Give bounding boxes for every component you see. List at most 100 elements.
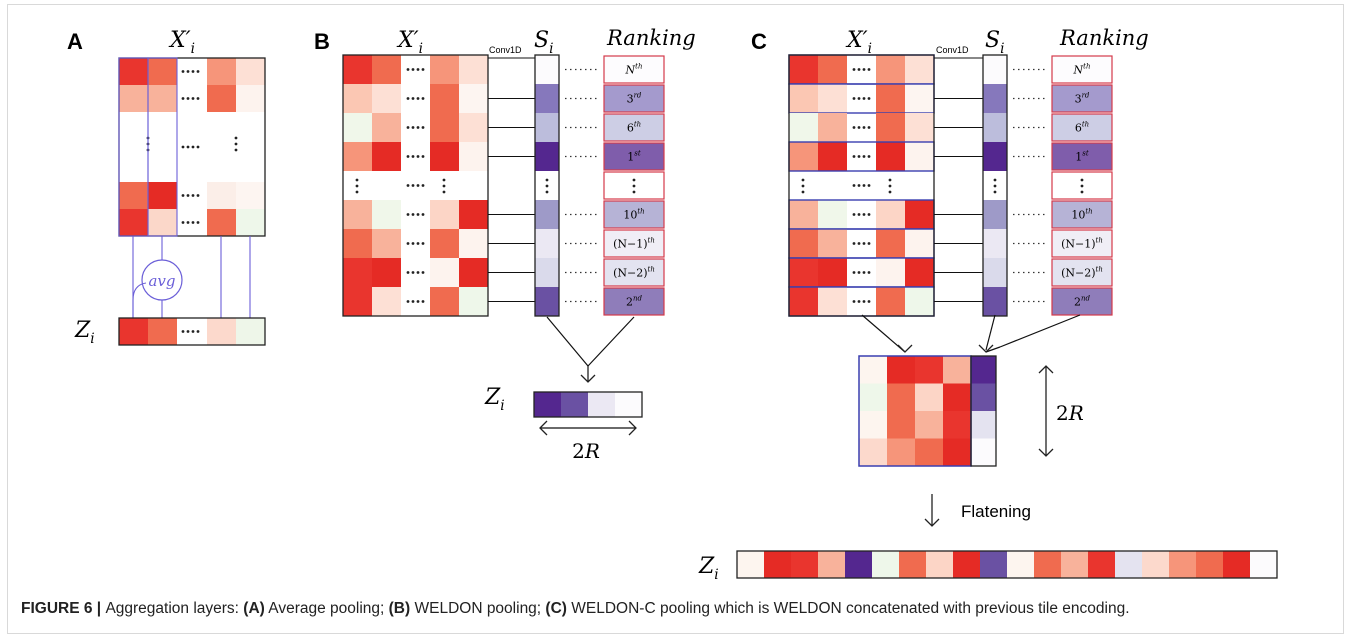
panel-c-selected-cell [887, 411, 915, 439]
panel-a-cell [236, 182, 265, 209]
panel-c-score-cell [983, 258, 1007, 287]
panel-b-score-cell [535, 84, 559, 113]
panel-b-merge-line [546, 316, 589, 367]
panel-b-tile-cell [430, 287, 459, 316]
panel-b-tile-cell [343, 229, 372, 258]
panel-b-tile-cell [459, 142, 488, 171]
panel-c-tile-cell [876, 84, 905, 113]
panel-c-rank-label: Nth [1073, 63, 1091, 77]
panel-c-flat-cell [872, 551, 899, 578]
panel-c-tile-cell [905, 287, 934, 316]
panel-c-height-arrow-up [1038, 365, 1054, 374]
panel-b-hdots [416, 300, 420, 303]
panel-c-tile-cell [876, 229, 905, 258]
panel-b-hdots [411, 155, 415, 158]
panel-c-vdots [888, 184, 892, 188]
panel-a-hdots [196, 221, 200, 224]
panel-a-cell [119, 85, 148, 112]
panel-b-tile-cell [459, 55, 488, 84]
panel-b-tile-cell [343, 113, 372, 142]
panel-b-hdots [421, 97, 425, 100]
figure-caption: FIGURE 6 | Aggregation layers: (A) Avera… [21, 600, 1341, 618]
panel-a-cell [207, 85, 236, 112]
panel-b-tile-cell [372, 258, 401, 287]
panel-b-hdots [416, 184, 420, 187]
panel-b-rank-box [603, 229, 665, 258]
panel-a-hdots [191, 194, 195, 197]
panel-b-tile-cell [459, 258, 488, 287]
panel-c-hdots [867, 97, 871, 100]
panel-b-rank-label: 6th [627, 121, 641, 135]
panel-c-tile-cell [789, 229, 818, 258]
panel-a-hdots [186, 145, 190, 149]
panel-a-hdots [181, 97, 185, 100]
panel-a-cell [148, 209, 177, 236]
panel-c-flat-cell [1088, 551, 1115, 578]
caption-a-text: Average pooling; [264, 600, 389, 617]
panel-a-cell [148, 58, 177, 85]
panel-a-hdots [181, 221, 185, 224]
caption-a-tag: (A) [243, 600, 265, 617]
panel-a-output-dots [181, 330, 185, 333]
panel-a-hdots [191, 221, 195, 224]
panel-c-tile-cell [905, 84, 934, 113]
panel-b-out-label: Zi [484, 385, 505, 414]
panel-c-selected-cell [915, 438, 943, 466]
panel-b-tile-cell [430, 142, 459, 171]
panel-c-flat-cell [1061, 551, 1088, 578]
panel-c-score-cell [983, 229, 1007, 258]
panel-a-output-dots [186, 330, 190, 333]
panel-c-selected-cell [859, 356, 887, 384]
panel-a-hdots [186, 221, 190, 224]
panel-c-tile-cell [905, 258, 934, 287]
aggregation-diagram: A X′i avg Zi B X′i Si Ranking Nth 3rd 6th 1st 10th (… [67, 26, 1278, 583]
panel-c-tile-cell [876, 142, 905, 171]
panel-c-hdots [862, 184, 866, 187]
panel-c-rank-vdots [1080, 184, 1084, 188]
panel-b-letter: B [314, 29, 330, 54]
panel-b-score-label: Si [534, 28, 553, 57]
panel-c-tile-cell [876, 287, 905, 316]
panel-a-hdots [181, 145, 185, 149]
panel-b-tile-cell [343, 200, 372, 229]
panel-c-selected-cell [859, 383, 887, 411]
panel-b-hdots [411, 271, 415, 274]
panel-c-score-vdots [993, 178, 997, 182]
panel-c-flat-cell [1034, 551, 1061, 578]
caption-intro: Aggregation layers: [105, 600, 244, 617]
panel-c-flat-cell [899, 551, 926, 578]
panel-b-hdots [416, 213, 420, 216]
panel-b-tile-cell [430, 55, 459, 84]
panel-c-flat-cell [737, 551, 764, 578]
panel-b-rank-box [603, 200, 665, 229]
panel-b-hdots [406, 300, 410, 303]
panel-c-height-label: 2R [1056, 401, 1084, 425]
panel-c-tile-cell [818, 258, 847, 287]
panel-c-hdots [867, 184, 871, 187]
panel-b-hdots [421, 155, 425, 158]
panel-c-rank-label: 10th [1071, 208, 1092, 222]
panel-c-height-arrow-down [1038, 448, 1054, 457]
panel-c-hdots [857, 271, 861, 274]
panel-b-hdots [421, 68, 425, 71]
panel-c-flat-cell [980, 551, 1007, 578]
panel-c-vdots [801, 190, 805, 194]
panel-b-tile-cell [372, 84, 401, 113]
panel-b-hdots [411, 213, 415, 216]
panel-b-merge-line [587, 316, 635, 367]
panel-a-hdots [181, 70, 185, 73]
panel-c-selected-cell [887, 438, 915, 466]
panel-c-score-cell [983, 142, 1007, 171]
panel-a-out-label: Zi [74, 318, 95, 347]
panel-a-output-frame [118, 317, 266, 346]
panel-b-vdots [442, 178, 446, 182]
panel-a-hdots [186, 70, 190, 73]
panel-c-hdots [867, 68, 871, 71]
panel-b-rank-vdots [632, 190, 636, 194]
panel-c-tile-cell [905, 142, 934, 171]
caption-c-text: WELDON-C pooling which is WELDON concate… [566, 600, 1130, 617]
panel-a-hdots [181, 194, 185, 197]
panel-c-rank-vdots [1080, 190, 1084, 194]
panel-c-selected-cell [943, 383, 971, 411]
panel-b-hdots [411, 184, 415, 187]
